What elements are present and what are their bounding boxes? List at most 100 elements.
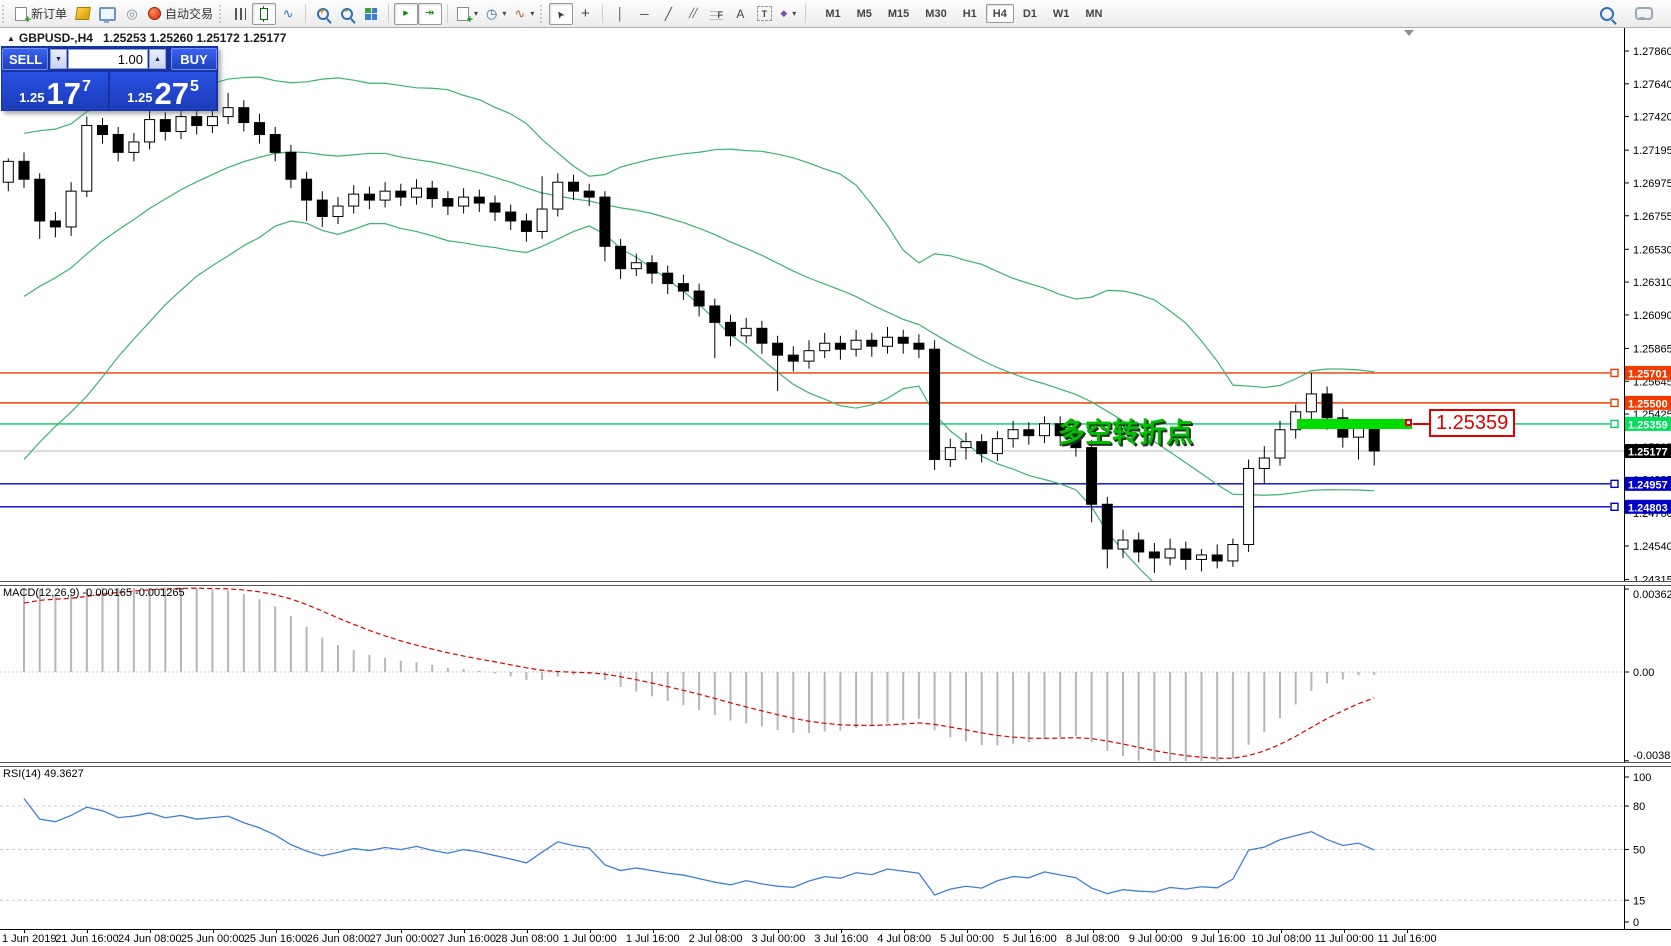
tf-button-D1[interactable]: D1 [1016, 4, 1044, 23]
buy-button[interactable]: BUY [171, 48, 217, 70]
pane-separator[interactable] [0, 581, 1671, 586]
chart-shift-icon: ↠ [425, 7, 435, 19]
bollinger-band [23, 76, 1375, 389]
chart-shift-marker-icon[interactable] [1404, 30, 1414, 36]
auto-scroll-button[interactable]: ▸ [394, 2, 419, 25]
svg-text:1.27640: 1.27640 [1633, 79, 1671, 91]
periods-button[interactable]: ◷ ▾ [482, 3, 510, 25]
templates-button[interactable]: ∿ ▾ [510, 3, 538, 25]
time-tick [401, 930, 403, 933]
highlight-trend-bar[interactable] [1297, 419, 1412, 429]
tf-button-M30[interactable]: M30 [918, 4, 953, 23]
tf-button-M5[interactable]: M5 [850, 4, 879, 23]
horizontal-line-button[interactable]: ─ [632, 3, 656, 25]
cursor-button[interactable]: ➤ [549, 2, 574, 25]
market-watch-button[interactable] [95, 3, 120, 25]
rsi-pane[interactable]: 100 80 50 15 0 [0, 767, 1671, 929]
toolbar-grip[interactable] [540, 4, 545, 23]
tf-button-MN[interactable]: MN [1078, 4, 1109, 23]
new-order-label: 新订单 [31, 7, 68, 21]
macd-values: -0.000165 -0.001265 [82, 587, 185, 599]
time-label: 1 Jun 2019 [2, 933, 57, 945]
chart-shift-button[interactable]: ↠ [418, 2, 443, 25]
tf-button-H4[interactable]: H4 [985, 4, 1014, 23]
zoom-out-button[interactable]: − [335, 3, 359, 25]
chart-annotation-text[interactable]: 多空转折点 [1058, 418, 1193, 448]
indicators-button[interactable]: ▾ [453, 3, 482, 26]
autotrading-icon [148, 7, 162, 20]
volume-increase-button[interactable]: ▲ [149, 49, 166, 69]
time-label: 25 Jun 00:00 [180, 933, 245, 945]
volume-input[interactable] [68, 49, 148, 69]
price-callout-label[interactable]: 1.25359 [1429, 409, 1516, 437]
svg-text:1.25359: 1.25359 [1628, 419, 1668, 431]
main-chart-pane[interactable]: 1.27860 1.27640 1.27420 1.27195 1.26975 1.267… [0, 28, 1671, 581]
new-chart-button[interactable] [71, 3, 95, 25]
time-label: 27 Jun 16:00 [432, 933, 496, 945]
sell-button[interactable]: SELL [2, 48, 48, 70]
fibonacci-button[interactable]: F [704, 3, 728, 25]
signals-icon: ◎ [126, 6, 138, 21]
pane-separator[interactable] [0, 762, 1671, 767]
line-chart-button[interactable]: ∿ [276, 3, 300, 25]
tile-windows-button[interactable] [359, 3, 383, 25]
toolbar-grip[interactable] [219, 4, 224, 23]
macd-pane[interactable]: 0.003622 0.00 -0.003877 [0, 586, 1671, 762]
vertical-line-icon: │ [616, 6, 625, 21]
macd-label: MACD(12,26,9) -0.000165 -0.001265 [3, 587, 185, 599]
time-label: 25 Jun 16:00 [243, 933, 308, 945]
autotrading-label: 自动交易 [165, 7, 214, 21]
time-tick [464, 930, 466, 933]
vertical-line-button[interactable]: │ [608, 3, 632, 25]
shapes-button[interactable]: ◆ ▾ [776, 3, 800, 25]
buy-price-pip: 5 [189, 78, 199, 95]
bar-chart-button[interactable] [228, 3, 252, 25]
new-order-button[interactable]: 新订单 [11, 3, 71, 26]
zoom-in-button[interactable]: + [311, 3, 335, 25]
time-tick [87, 930, 88, 933]
svg-text:80: 80 [1633, 801, 1645, 813]
rsi-line [23, 798, 1375, 896]
new-order-icon [15, 6, 31, 26]
callout-handle[interactable] [1405, 419, 1412, 426]
time-label: 27 Jun 00:00 [369, 933, 434, 945]
chat-button[interactable] [1631, 3, 1657, 25]
sell-price-display[interactable]: 1.25 17 7 [2, 72, 108, 110]
toolbar-grip[interactable] [2, 4, 7, 23]
collapse-triangle-icon[interactable]: ▲ [7, 34, 15, 43]
text-label-button[interactable]: T [752, 3, 776, 25]
buy-price-prefix: 1.25 [127, 90, 153, 105]
signals-button[interactable]: ◎ [120, 3, 144, 25]
tf-button-W1[interactable]: W1 [1046, 4, 1077, 23]
time-label: 9 Jul 00:00 [1128, 933, 1183, 945]
tf-button-M1[interactable]: M1 [818, 4, 847, 23]
trendline-button[interactable]: ╱ [656, 3, 680, 25]
shapes-icon: ◆ [780, 8, 788, 18]
svg-text:1.24803: 1.24803 [1628, 502, 1668, 514]
text-button[interactable]: A [728, 3, 752, 25]
time-tick [149, 930, 151, 933]
toolbar-separator [447, 4, 449, 23]
svg-text:0.00: 0.00 [1633, 667, 1654, 679]
chevron-down-icon: ▾ [474, 9, 479, 18]
svg-text:100: 100 [1633, 772, 1651, 784]
time-tick [589, 930, 591, 933]
tf-button-H1[interactable]: H1 [956, 4, 984, 23]
buy-price-display[interactable]: 1.25 27 5 [110, 72, 216, 110]
volume-decrease-button[interactable]: ▼ [50, 49, 67, 69]
autotrading-button[interactable]: 自动交易 [144, 3, 217, 25]
time-tick [652, 930, 654, 933]
time-label: 24 Jun 08:00 [118, 933, 182, 945]
svg-text:1.27860: 1.27860 [1633, 46, 1671, 58]
crosshair-button[interactable]: + [573, 3, 597, 25]
candlestick-button[interactable] [252, 2, 277, 25]
tf-button-M15[interactable]: M15 [881, 4, 916, 23]
time-tick [527, 930, 529, 933]
channel-button[interactable]: ╱╱ [680, 3, 704, 25]
time-axis[interactable]: 1 Jun 2019 21 Jun 16:00 24 Jun 08:00 25 Jun… [0, 930, 1671, 946]
sell-price-pip: 7 [81, 78, 91, 95]
time-tick [1218, 930, 1220, 933]
svg-text:-0.003877: -0.003877 [1633, 750, 1671, 762]
line-chart-icon: ∿ [282, 6, 294, 21]
search-button[interactable] [1595, 3, 1619, 25]
